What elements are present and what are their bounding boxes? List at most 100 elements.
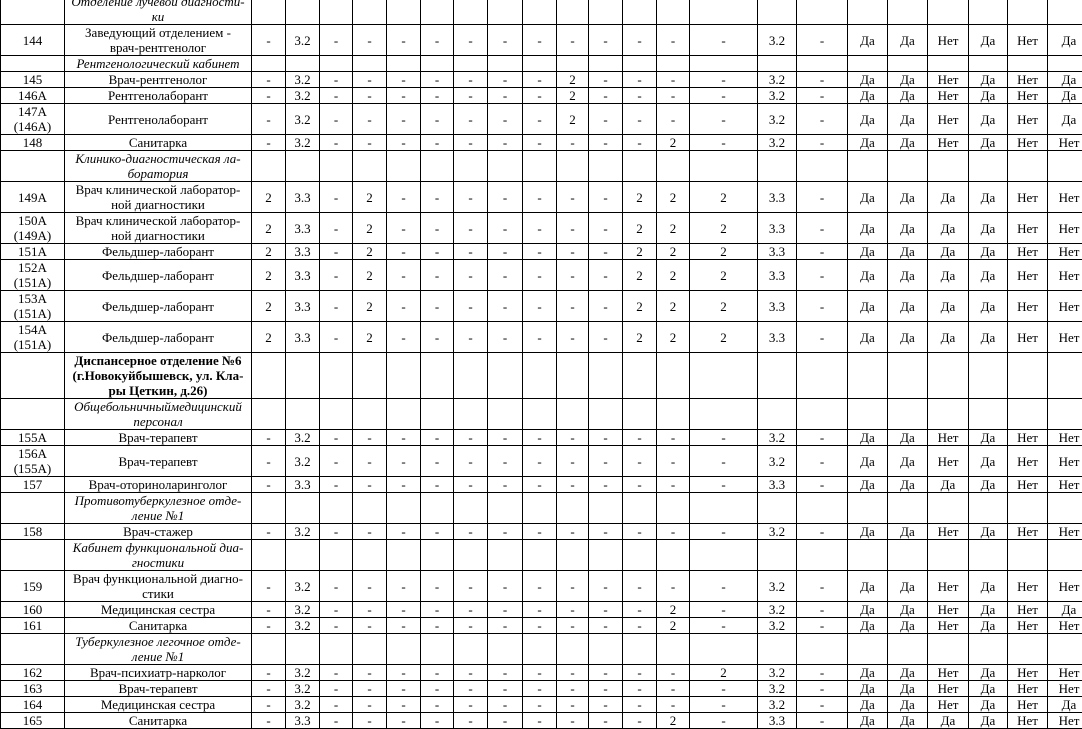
row-number: 163: [1, 681, 65, 697]
class-value-cell: [523, 399, 557, 430]
yes-no-cell: Да: [888, 430, 928, 446]
yes-no-cell: [1008, 634, 1048, 665]
position-name: Медицинская сестра: [65, 602, 252, 618]
class-value-cell: -: [252, 618, 286, 634]
position-name: Санитарка: [65, 618, 252, 634]
yes-no-cell: Нет: [1048, 182, 1082, 213]
class-value-cell: -: [557, 260, 589, 291]
class-value-cell: -: [523, 602, 557, 618]
section-title: Клинико-диагностическая ла- боратория: [65, 151, 252, 182]
class-value-cell: -: [523, 665, 557, 681]
section-title: Туберкулезное легочное отде- ление №1: [65, 634, 252, 665]
class-value-cell: -: [353, 571, 387, 602]
class-value-cell: [758, 151, 797, 182]
yes-no-cell: Да: [848, 571, 888, 602]
class-value-cell: -: [557, 25, 589, 56]
class-value-cell: 3.3: [758, 477, 797, 493]
class-value-cell: -: [623, 430, 657, 446]
class-value-cell: [421, 353, 454, 399]
class-value-cell: -: [488, 135, 523, 151]
class-value-cell: -: [589, 665, 623, 681]
class-value-cell: -: [797, 213, 848, 244]
class-value-cell: -: [797, 571, 848, 602]
class-value-cell: -: [797, 244, 848, 260]
class-value-cell: 3.2: [286, 571, 320, 602]
class-value-cell: -: [589, 697, 623, 713]
class-value-cell: [623, 0, 657, 25]
class-value-cell: -: [252, 72, 286, 88]
class-value-cell: -: [690, 602, 758, 618]
yes-no-cell: Да: [848, 322, 888, 353]
yes-no-cell: Да: [848, 697, 888, 713]
class-value-cell: [690, 353, 758, 399]
yes-no-cell: Нет: [1048, 524, 1082, 540]
yes-no-cell: Да: [888, 322, 928, 353]
class-value-cell: -: [557, 602, 589, 618]
class-value-cell: 3.2: [286, 25, 320, 56]
yes-no-cell: Да: [928, 244, 969, 260]
class-value-cell: [286, 353, 320, 399]
yes-no-cell: Нет: [928, 681, 969, 697]
class-value-cell: -: [353, 88, 387, 104]
class-value-cell: -: [589, 72, 623, 88]
row-number: 156А (155А): [1, 446, 65, 477]
class-value-cell: -: [657, 524, 690, 540]
yes-no-cell: Да: [848, 713, 888, 729]
class-value-cell: -: [320, 88, 353, 104]
yes-no-cell: Да: [848, 681, 888, 697]
class-value-cell: [286, 540, 320, 571]
class-value-cell: 3.3: [758, 182, 797, 213]
class-value-cell: -: [387, 72, 421, 88]
class-value-cell: -: [690, 571, 758, 602]
yes-no-cell: Нет: [1048, 665, 1082, 681]
class-value-cell: [488, 493, 523, 524]
class-value-cell: 2: [657, 213, 690, 244]
yes-no-cell: Да: [888, 697, 928, 713]
class-value-cell: -: [387, 25, 421, 56]
class-value-cell: [454, 0, 488, 25]
class-value-cell: 2: [657, 244, 690, 260]
class-value-cell: 2: [690, 182, 758, 213]
class-value-cell: 2: [623, 291, 657, 322]
class-value-cell: -: [353, 72, 387, 88]
yes-no-cell: Нет: [928, 430, 969, 446]
yes-no-cell: Да: [848, 213, 888, 244]
class-value-cell: [320, 540, 353, 571]
class-value-cell: -: [353, 713, 387, 729]
class-value-cell: -: [623, 602, 657, 618]
class-value-cell: [286, 634, 320, 665]
yes-no-cell: Нет: [928, 602, 969, 618]
class-value-cell: [690, 56, 758, 72]
class-value-cell: -: [797, 524, 848, 540]
yes-no-cell: Нет: [1048, 291, 1082, 322]
class-value-cell: 3.2: [758, 135, 797, 151]
class-value-cell: -: [421, 244, 454, 260]
class-value-cell: 2: [623, 213, 657, 244]
class-value-cell: -: [523, 135, 557, 151]
yes-no-cell: Да: [848, 618, 888, 634]
class-value-cell: -: [523, 571, 557, 602]
yes-no-cell: Да: [888, 244, 928, 260]
yes-no-cell: [969, 151, 1008, 182]
class-value-cell: 2: [690, 291, 758, 322]
yes-no-cell: [928, 353, 969, 399]
class-value-cell: [797, 56, 848, 72]
row-number: [1, 0, 65, 25]
yes-no-cell: [928, 493, 969, 524]
class-value-cell: -: [690, 681, 758, 697]
class-value-cell: [286, 399, 320, 430]
class-value-cell: -: [623, 665, 657, 681]
class-value-cell: [252, 399, 286, 430]
yes-no-cell: Нет: [1048, 446, 1082, 477]
class-value-cell: -: [657, 430, 690, 446]
yes-no-cell: Нет: [1008, 104, 1048, 135]
class-value-cell: [421, 540, 454, 571]
yes-no-cell: [969, 353, 1008, 399]
table-row: 156А (155А)Врач-терапевт-3.2------------…: [1, 446, 1082, 477]
yes-no-cell: [1048, 353, 1082, 399]
class-value-cell: 2: [623, 182, 657, 213]
yes-no-cell: Да: [969, 697, 1008, 713]
